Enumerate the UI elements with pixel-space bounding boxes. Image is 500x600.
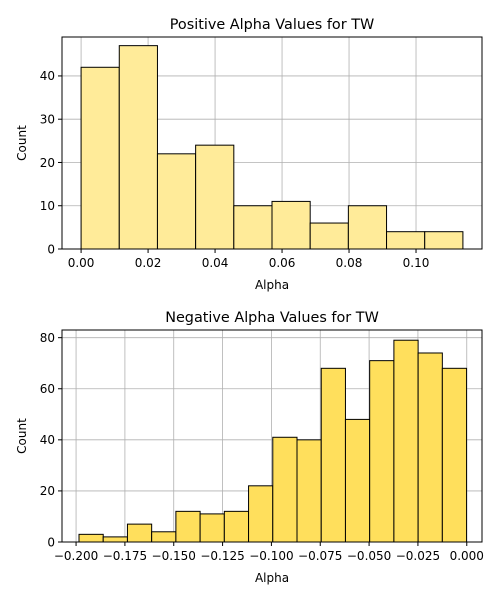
x-tick-label: −0.050 <box>347 549 391 563</box>
axes-frame <box>61 329 483 543</box>
x-tick-label: 0.00 <box>68 256 95 270</box>
y-tick-label: 0 <box>47 535 55 549</box>
x-tick-label: −0.025 <box>396 549 440 563</box>
histogram-bar <box>233 205 273 250</box>
y-tick-label: 60 <box>40 382 55 396</box>
y-axis-label: Count <box>15 125 29 161</box>
histogram-bar <box>424 231 464 250</box>
chart-title: Positive Alpha Values for TW <box>170 17 375 33</box>
x-tick-label: −0.175 <box>103 549 147 563</box>
y-tick-label: 30 <box>40 113 55 127</box>
histogram-bar <box>80 66 120 250</box>
histogram-bar <box>441 367 468 543</box>
x-tick-label: 0.02 <box>135 256 162 270</box>
axes-frame <box>61 36 483 250</box>
histogram-bar <box>118 45 158 250</box>
x-tick-label: −0.075 <box>298 549 342 563</box>
x-tick-label: −0.100 <box>249 549 293 563</box>
x-tick-label: −0.150 <box>152 549 196 563</box>
histogram-bar <box>393 339 419 543</box>
histogram-bar <box>151 531 177 543</box>
x-tick-label: 0.08 <box>336 256 363 270</box>
y-tick-label: 20 <box>40 156 55 170</box>
histogram-bar <box>199 513 225 543</box>
histogram-bar <box>320 367 346 543</box>
y-tick-label: 40 <box>40 69 55 83</box>
x-tick-label: −0.125 <box>200 549 244 563</box>
histogram-bar <box>296 439 322 543</box>
histogram-bar <box>347 205 388 250</box>
positive-alpha-histogram: 0.00 0.02 0.04 0.06 0.08 0.10 0 10 20 30 40 Positiv… <box>15 17 483 292</box>
x-tick-label: 0.06 <box>269 256 296 270</box>
bars <box>80 45 464 250</box>
histogram-bar <box>271 200 311 250</box>
histogram-bar <box>386 231 426 250</box>
histogram-bar <box>248 485 274 543</box>
histogram-bar <box>78 533 104 543</box>
chart-title: Negative Alpha Values for TW <box>165 310 379 326</box>
x-tick-label: 0.000 <box>450 549 484 563</box>
histogram-bar <box>309 222 349 250</box>
histogram-bar <box>195 144 235 250</box>
histogram-bar <box>102 536 128 543</box>
y-tick-label: 80 <box>40 331 55 345</box>
y-tick-label: 20 <box>40 484 55 498</box>
histogram-bar <box>223 510 250 543</box>
y-tick-label: 40 <box>40 433 55 447</box>
histogram-bar <box>417 352 443 543</box>
y-tick-label: 0 <box>47 242 55 256</box>
histogram-bar <box>126 523 153 543</box>
x-axis-label: Alpha <box>255 278 289 292</box>
histogram-bar <box>156 153 197 250</box>
negative-alpha-histogram: −0.200 −0.175 −0.150 −0.125 −0.100 −0.075 −0.0… <box>15 310 484 585</box>
y-axis-label: Count <box>15 418 29 454</box>
x-tick-label: −0.200 <box>54 549 98 563</box>
histogram-bar <box>175 510 201 543</box>
bars <box>78 339 468 543</box>
x-axis-label: Alpha <box>255 571 289 585</box>
x-tick-label: 0.04 <box>202 256 229 270</box>
histogram-bar <box>272 436 298 543</box>
y-tick-label: 10 <box>40 199 55 213</box>
histogram-bar <box>369 360 395 543</box>
x-tick-label: 0.10 <box>403 256 430 270</box>
histogram-bar <box>344 418 371 543</box>
